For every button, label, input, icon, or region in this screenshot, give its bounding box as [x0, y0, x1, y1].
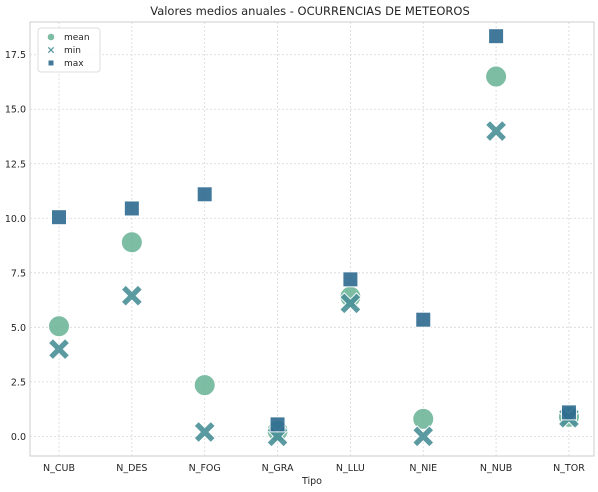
legend-label: mean	[64, 33, 90, 43]
min-point	[339, 292, 362, 315]
mean-point	[48, 315, 70, 338]
max-point	[342, 271, 359, 288]
y-tick-label: 15.0	[5, 105, 26, 116]
legend: mean min max	[37, 27, 101, 73]
max-point	[560, 404, 577, 421]
legend-label: max	[64, 59, 84, 69]
min-point	[412, 425, 435, 448]
max-point	[488, 28, 505, 45]
max-point	[269, 416, 286, 433]
min-point	[193, 420, 216, 444]
mean-point	[120, 231, 143, 254]
y-tick-label: 17.5	[5, 50, 26, 61]
plot-frame	[29, 21, 595, 457]
max-point	[123, 200, 140, 217]
max-point	[415, 311, 432, 328]
x-tick-label: N_NUB	[480, 463, 512, 474]
max-point	[51, 209, 67, 226]
legend-marker	[47, 59, 55, 67]
min-point	[47, 337, 71, 361]
y-tick-label: 2.5	[11, 377, 26, 388]
x-axis-title: Tipo	[301, 476, 322, 487]
plot-area: N_CUB N_DES N_FOG N_GRA N_LLU N_NIE N_NUB N_TOR…	[5, 21, 595, 474]
mean-point	[485, 65, 508, 88]
legend-marker	[46, 45, 56, 55]
y-tick-label: 5.0	[11, 323, 26, 334]
x-tick-label: N_FOG	[189, 463, 221, 474]
legend-label: min	[64, 46, 81, 56]
min-point	[484, 119, 508, 143]
y-tick-label: 0.0	[11, 432, 26, 443]
x-tick-label: N_GRA	[262, 463, 294, 474]
x-tick-label: N_TOR	[553, 463, 585, 474]
x-tick-label: N_DES	[116, 463, 147, 474]
min-point	[120, 284, 144, 307]
legend-marker	[46, 32, 56, 42]
y-tick-label: 7.5	[11, 268, 26, 279]
x-tick-label: N_NIE	[409, 463, 437, 474]
mean-point	[412, 407, 435, 430]
y-tick-label: 12.5	[5, 159, 26, 170]
chart-title: Valores medios anuales - OCURRENCIAS DE …	[150, 4, 470, 18]
x-tick-label: N_LLU	[336, 463, 365, 474]
mean-point	[193, 374, 216, 397]
x-tick-label: N_CUB	[43, 463, 75, 474]
max-point	[196, 186, 213, 203]
y-tick-label: 10.0	[5, 214, 26, 225]
